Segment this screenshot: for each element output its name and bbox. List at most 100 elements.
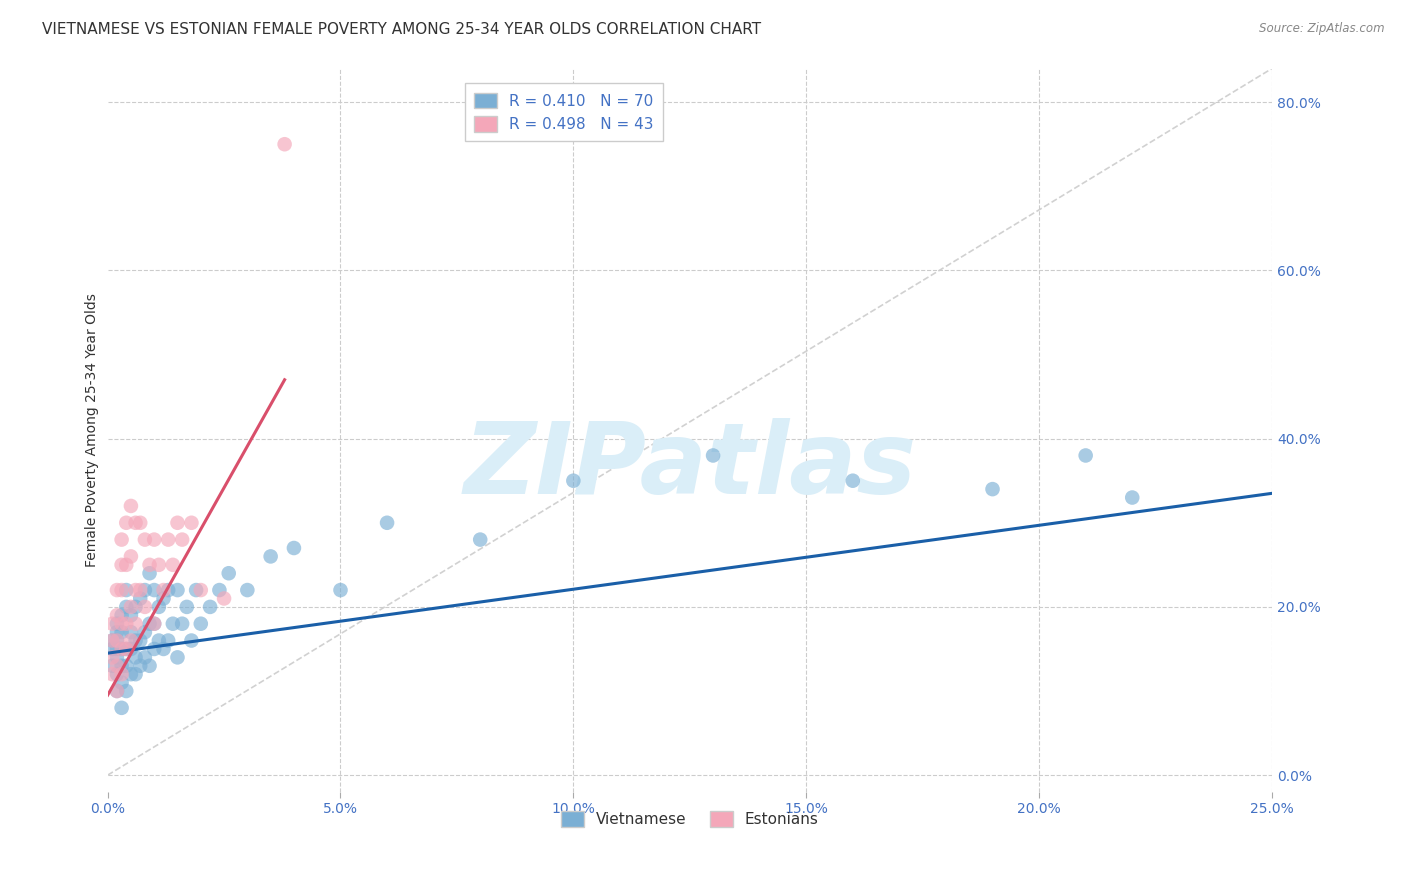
- Point: [1121, 491, 1143, 505]
- Point: [110, 675, 132, 690]
- Point: [184, 583, 207, 598]
- Point: [115, 599, 138, 614]
- Point: [105, 667, 128, 681]
- Point: [157, 583, 180, 598]
- Point: [110, 658, 132, 673]
- Point: [134, 650, 156, 665]
- Point: [152, 642, 174, 657]
- Point: [120, 608, 142, 623]
- Point: [110, 533, 132, 547]
- Point: [110, 701, 132, 715]
- Point: [105, 583, 128, 598]
- Point: [172, 533, 194, 547]
- Point: [190, 583, 212, 598]
- Point: [115, 583, 138, 598]
- Point: [148, 599, 170, 614]
- Point: [120, 642, 142, 657]
- Text: Source: ZipAtlas.com: Source: ZipAtlas.com: [1260, 22, 1385, 36]
- Point: [157, 633, 180, 648]
- Point: [129, 516, 152, 530]
- Point: [218, 566, 240, 581]
- Point: [110, 625, 132, 640]
- Point: [236, 583, 259, 598]
- Point: [124, 667, 146, 681]
- Point: [120, 633, 142, 648]
- Point: [138, 616, 160, 631]
- Point: [115, 516, 138, 530]
- Point: [115, 558, 138, 572]
- Point: [101, 633, 124, 648]
- Point: [152, 583, 174, 598]
- Point: [110, 667, 132, 681]
- Point: [176, 599, 198, 614]
- Point: [105, 642, 128, 657]
- Point: [115, 658, 138, 673]
- Point: [562, 474, 585, 488]
- Point: [180, 633, 202, 648]
- Point: [101, 633, 124, 648]
- Point: [143, 616, 166, 631]
- Point: [329, 583, 352, 598]
- Point: [124, 583, 146, 598]
- Point: [101, 650, 124, 665]
- Point: [129, 658, 152, 673]
- Legend: Vietnamese, Estonians: Vietnamese, Estonians: [554, 804, 827, 835]
- Point: [198, 599, 221, 614]
- Point: [105, 650, 128, 665]
- Point: [105, 625, 128, 640]
- Point: [166, 583, 188, 598]
- Point: [120, 625, 142, 640]
- Point: [115, 684, 138, 698]
- Point: [129, 633, 152, 648]
- Point: [470, 533, 492, 547]
- Point: [124, 633, 146, 648]
- Text: ZIPatlas: ZIPatlas: [463, 418, 917, 515]
- Point: [101, 658, 124, 673]
- Point: [110, 616, 132, 631]
- Point: [143, 533, 166, 547]
- Point: [115, 616, 138, 631]
- Point: [143, 616, 166, 631]
- Point: [143, 583, 166, 598]
- Point: [1074, 449, 1097, 463]
- Point: [138, 566, 160, 581]
- Point: [138, 558, 160, 572]
- Y-axis label: Female Poverty Among 25-34 Year Olds: Female Poverty Among 25-34 Year Olds: [86, 293, 100, 567]
- Point: [134, 583, 156, 598]
- Point: [110, 558, 132, 572]
- Point: [283, 541, 305, 555]
- Point: [105, 616, 128, 631]
- Point: [105, 608, 128, 623]
- Point: [143, 642, 166, 657]
- Point: [110, 608, 132, 623]
- Point: [981, 482, 1004, 496]
- Point: [259, 549, 281, 564]
- Point: [110, 642, 132, 657]
- Point: [101, 616, 124, 631]
- Point: [120, 667, 142, 681]
- Point: [105, 633, 128, 648]
- Point: [138, 658, 160, 673]
- Point: [115, 642, 138, 657]
- Point: [134, 533, 156, 547]
- Point: [101, 667, 124, 681]
- Point: [129, 591, 152, 606]
- Point: [702, 449, 724, 463]
- Point: [166, 516, 188, 530]
- Point: [166, 650, 188, 665]
- Point: [208, 583, 231, 598]
- Point: [101, 642, 124, 657]
- Point: [212, 591, 235, 606]
- Point: [120, 599, 142, 614]
- Point: [152, 591, 174, 606]
- Point: [124, 616, 146, 631]
- Point: [162, 616, 184, 631]
- Point: [148, 558, 170, 572]
- Point: [375, 516, 398, 530]
- Point: [105, 633, 128, 648]
- Point: [134, 599, 156, 614]
- Point: [124, 516, 146, 530]
- Point: [105, 684, 128, 698]
- Point: [110, 583, 132, 598]
- Point: [273, 137, 295, 152]
